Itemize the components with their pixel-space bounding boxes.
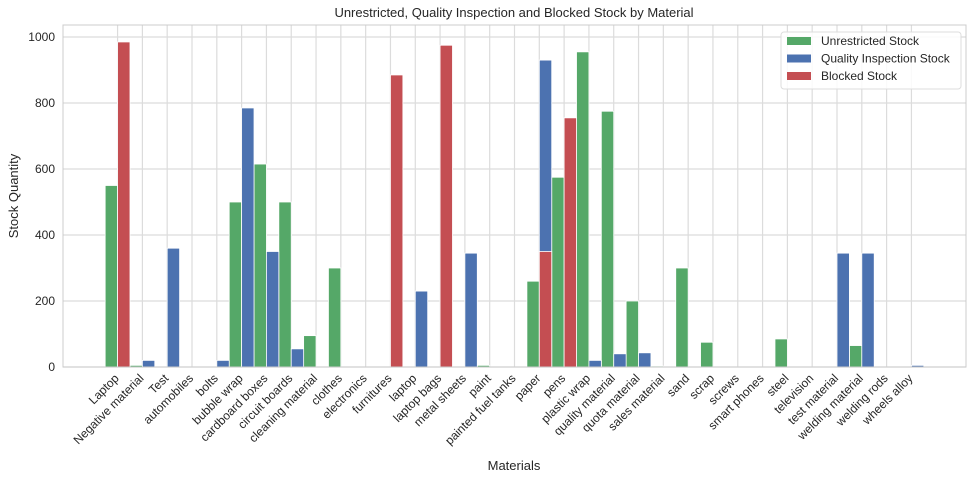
bars bbox=[104, 41, 925, 368]
y-tick-labels: 0 200 400 600 800 1000 bbox=[28, 30, 55, 374]
bar-blocked-stock bbox=[117, 41, 131, 368]
legend-label: Unrestricted Stock bbox=[821, 34, 920, 48]
y-tick-label: 200 bbox=[35, 294, 55, 308]
bar-quality-inspection-stock bbox=[588, 359, 602, 368]
bar-quality-inspection-stock bbox=[141, 359, 156, 368]
chart-title: Unrestricted, Quality Inspection and Blo… bbox=[334, 5, 693, 20]
bar-quality-inspection-stock bbox=[836, 252, 850, 368]
bar-unrestricted-stock bbox=[278, 201, 292, 368]
bar-unrestricted-stock bbox=[526, 280, 540, 368]
bar-unrestricted-stock bbox=[576, 51, 590, 368]
bar-quality-inspection-stock bbox=[241, 107, 255, 368]
x-tick-label: paper bbox=[512, 371, 544, 403]
legend-box bbox=[780, 31, 962, 90]
bar-quality-inspection-stock bbox=[464, 252, 478, 368]
bar-unrestricted-stock bbox=[228, 201, 243, 368]
legend-label: Quality Inspection Stock bbox=[821, 52, 951, 66]
bar-quality-inspection-stock bbox=[638, 352, 652, 368]
legend-swatch bbox=[787, 72, 811, 80]
y-tick-label: 400 bbox=[35, 228, 55, 242]
bar-blocked-stock bbox=[390, 74, 404, 368]
bar-unrestricted-stock bbox=[104, 185, 118, 368]
bar-quality-inspection-stock bbox=[290, 348, 305, 368]
bar-unrestricted-stock bbox=[253, 163, 267, 368]
bar-quality-inspection-stock bbox=[613, 353, 627, 368]
legend-label: Blocked Stock bbox=[821, 69, 898, 83]
x-axis-label: Materials bbox=[488, 458, 541, 473]
bar-quality-inspection-stock bbox=[166, 247, 180, 368]
bar-quality-inspection-stock bbox=[216, 359, 230, 368]
bar-blocked-stock bbox=[563, 117, 577, 368]
bar-quality-inspection-stock bbox=[414, 290, 429, 368]
bar-unrestricted-stock bbox=[774, 338, 788, 368]
bar-quality-inspection-stock bbox=[266, 251, 280, 368]
bar-blocked-stock bbox=[538, 251, 553, 368]
bar-unrestricted-stock bbox=[849, 345, 863, 368]
y-tick-label: 1000 bbox=[28, 30, 55, 44]
legend-swatch bbox=[787, 37, 811, 45]
bar-quality-inspection-stock bbox=[861, 252, 875, 368]
legend: Unrestricted Stock Quality Inspection Sto… bbox=[780, 31, 962, 90]
bar-blocked-stock bbox=[439, 44, 453, 368]
bar-unrestricted-stock bbox=[675, 267, 689, 368]
bar-unrestricted-stock bbox=[625, 300, 639, 368]
y-tick-label: 0 bbox=[48, 360, 55, 374]
y-tick-label: 800 bbox=[35, 96, 55, 110]
bar-unrestricted-stock bbox=[328, 267, 342, 368]
y-tick-label: 600 bbox=[35, 162, 55, 176]
bar-unrestricted-stock bbox=[700, 341, 714, 368]
y-axis-label: Stock Quantity bbox=[6, 153, 21, 238]
bar-unrestricted-stock bbox=[303, 335, 317, 368]
bar-unrestricted-stock bbox=[551, 176, 565, 368]
x-tick-label: sand bbox=[664, 371, 692, 399]
legend-swatch bbox=[787, 54, 811, 63]
bar-unrestricted-stock bbox=[600, 110, 615, 368]
plot-frame bbox=[62, 24, 967, 368]
